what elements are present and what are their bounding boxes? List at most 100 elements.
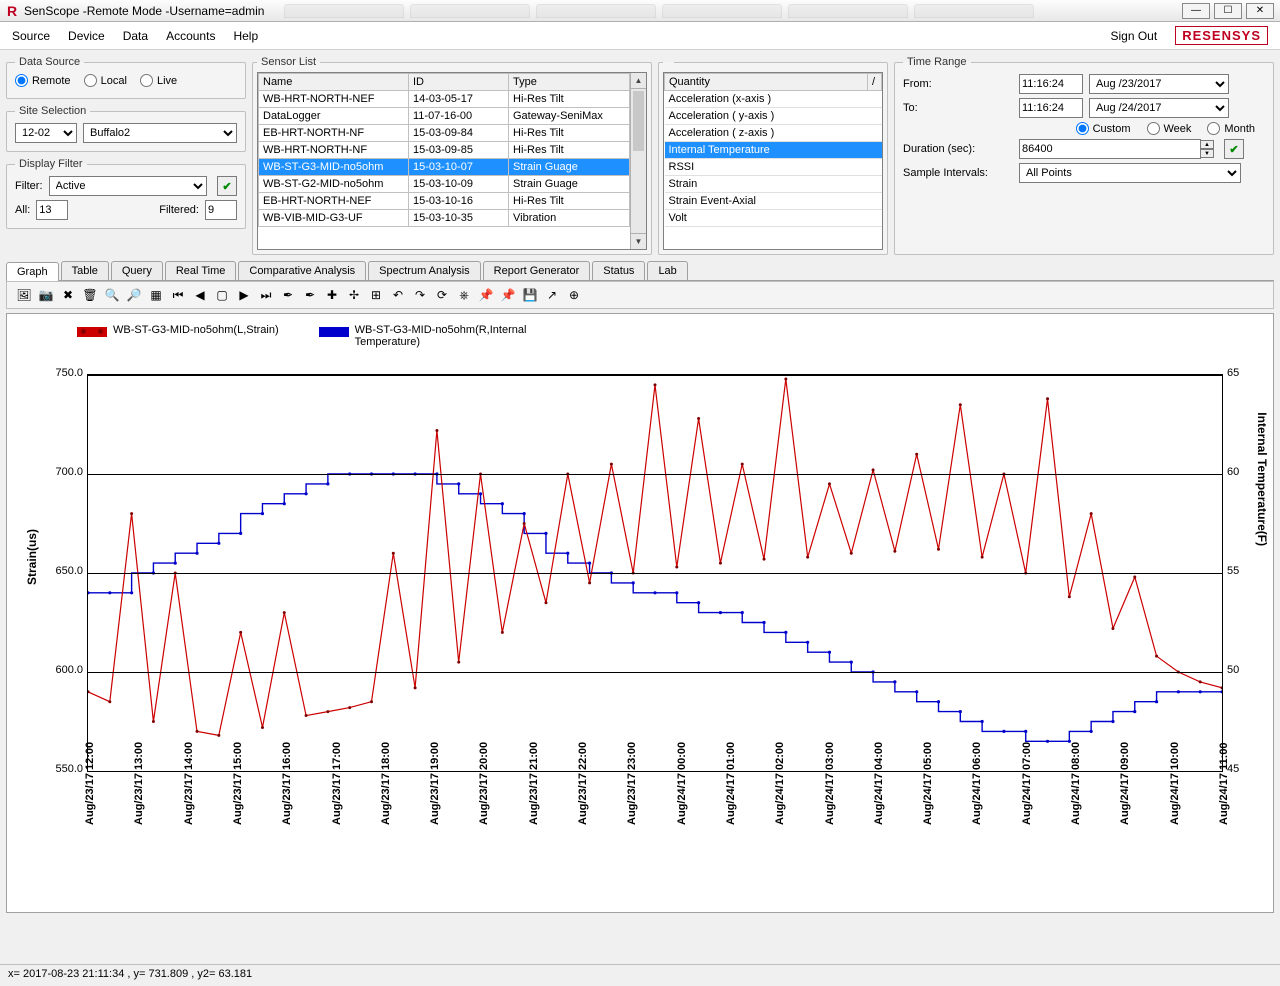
radio-remote[interactable]: Remote [15, 74, 71, 87]
menu-device[interactable]: Device [68, 29, 105, 43]
maximize-button[interactable]: ☐ [1214, 3, 1242, 19]
toolbar-btn-15[interactable]: ✢ [345, 286, 363, 304]
toolbar-btn-0[interactable]: 🖼 [15, 286, 33, 304]
toolbar-btn-6[interactable]: ▦ [147, 286, 165, 304]
toolbar-btn-14[interactable]: ✚ [323, 286, 341, 304]
sensor-grid[interactable]: Name ID Type WB-HRT-NORTH-NEF14-03-05-17… [257, 72, 647, 250]
sensor-row[interactable]: WB-ST-G2-MID-no5ohm15-03-10-09Strain Gua… [259, 176, 630, 193]
radio-week[interactable]: Week [1147, 122, 1192, 135]
sensor-row[interactable]: WB-HRT-NORTH-NF15-03-09-85Hi-Res Tilt [259, 142, 630, 159]
ytick-left: 550.0 [49, 763, 83, 775]
toolbar-btn-5[interactable]: 🔎 [125, 286, 143, 304]
minimize-button[interactable]: — [1182, 3, 1210, 19]
toolbar-btn-8[interactable]: ◀ [191, 286, 209, 304]
menu-data[interactable]: Data [123, 29, 148, 43]
quantity-item[interactable]: Acceleration ( z-axis ) [665, 125, 882, 142]
tab-graph[interactable]: Graph [6, 262, 59, 281]
duration-apply-button[interactable]: ✔ [1224, 139, 1244, 159]
toolbar-btn-12[interactable]: ✒ [279, 286, 297, 304]
toolbar-btn-9[interactable]: ▢ [213, 286, 231, 304]
toolbar-btn-4[interactable]: 🔍 [103, 286, 121, 304]
sensor-row[interactable]: EB-HRT-NORTH-NF15-03-09-84Hi-Res Tilt [259, 125, 630, 142]
toolbar-btn-18[interactable]: ↷ [411, 286, 429, 304]
toolbar-btn-2[interactable]: ✖ [59, 286, 77, 304]
toolbar-btn-3[interactable]: 🗑 [81, 286, 99, 304]
status-bar: x= 2017-08-23 21:11:34 , y= 731.809 , y2… [0, 964, 1280, 986]
sensor-row[interactable]: DataLogger11-07-16-00Gateway-SeniMax [259, 108, 630, 125]
tab-real-time[interactable]: Real Time [165, 261, 237, 280]
all-count-field[interactable] [36, 200, 68, 220]
quantity-group: . Quantity / Acceleration (x-axis )Accel… [658, 56, 888, 255]
sensor-row[interactable]: WB-HRT-NORTH-NEF14-03-05-17Hi-Res Tilt [259, 91, 630, 108]
sign-out-link[interactable]: Sign Out [1110, 29, 1157, 43]
col-name[interactable]: Name [259, 74, 409, 91]
sensor-scrollbar[interactable]: ▲▼ [630, 73, 646, 249]
duration-field[interactable] [1019, 139, 1201, 159]
sensor-row[interactable]: WB-ST-G3-MID-no5ohm15-03-10-07Strain Gua… [259, 159, 630, 176]
tab-status[interactable]: Status [592, 261, 645, 280]
toolbar-btn-1[interactable]: 📷 [37, 286, 55, 304]
site-name-select[interactable]: Buffalo2 [83, 123, 237, 143]
toolbar-btn-19[interactable]: ⟳ [433, 286, 451, 304]
to-label: To: [903, 102, 1013, 114]
tab-table[interactable]: Table [61, 261, 109, 280]
radio-live[interactable]: Live [140, 74, 177, 87]
quantity-item[interactable]: Acceleration ( y-axis ) [665, 108, 882, 125]
toolbar-btn-10[interactable]: ▶ [235, 286, 253, 304]
toolbar-btn-20[interactable]: ⎈ [455, 286, 473, 304]
tab-lab[interactable]: Lab [647, 261, 687, 280]
toolbar-btn-24[interactable]: ↗ [543, 286, 561, 304]
toolbar-btn-23[interactable]: 💾 [521, 286, 539, 304]
filtered-count-field[interactable] [205, 200, 237, 220]
to-date-select[interactable]: Aug /24/2017 [1089, 98, 1229, 118]
radio-month[interactable]: Month [1207, 122, 1255, 135]
radio-local[interactable]: Local [84, 74, 127, 87]
quantity-item[interactable]: Acceleration (x-axis ) [665, 91, 882, 108]
sensor-row[interactable]: WB-VIB-MID-G3-UF15-03-10-35Vibration [259, 210, 630, 227]
legend-swatch-b [319, 327, 349, 337]
menu-source[interactable]: Source [12, 29, 50, 43]
filtered-label: Filtered: [159, 204, 199, 216]
app-icon: R [4, 3, 20, 19]
radio-custom[interactable]: Custom [1076, 122, 1131, 135]
toolbar-btn-17[interactable]: ↶ [389, 286, 407, 304]
toolbar-btn-22[interactable]: 📌 [499, 286, 517, 304]
filter-select[interactable]: Active [49, 176, 208, 196]
toolbar-btn-25[interactable]: ⊕ [565, 286, 583, 304]
filter-apply-button[interactable]: ✔ [217, 176, 237, 196]
close-button[interactable]: ✕ [1246, 3, 1274, 19]
quantity-item[interactable]: Strain Event-Axial [665, 193, 882, 210]
toolbar-btn-7[interactable]: ⏮ [169, 286, 187, 304]
quantity-header[interactable]: Quantity [665, 74, 868, 91]
duration-spinner[interactable]: ▲▼ [1200, 140, 1214, 158]
menu-help[interactable]: Help [233, 29, 258, 43]
tab-report-generator[interactable]: Report Generator [483, 261, 591, 280]
quantity-item[interactable]: Volt [665, 210, 882, 227]
from-time-field[interactable] [1019, 74, 1083, 94]
toolbar-btn-13[interactable]: ✒ [301, 286, 319, 304]
time-range-group: Time Range From: Aug /23/2017 To: Aug /2… [894, 56, 1274, 255]
plot-region[interactable]: Aug/23/17 12:00Aug/23/17 13:00Aug/23/17 … [87, 374, 1223, 772]
title-bar: R SenScope -Remote Mode -Username=admin … [0, 0, 1280, 22]
site-code-select[interactable]: 12-02 [15, 123, 77, 143]
ytick-left: 650.0 [49, 565, 83, 577]
quantity-item[interactable]: Strain [665, 176, 882, 193]
tab-query[interactable]: Query [111, 261, 163, 280]
toolbar-btn-16[interactable]: ⊞ [367, 286, 385, 304]
quantity-item[interactable]: Internal Temperature [665, 142, 882, 159]
toolbar-btn-11[interactable]: ⏭ [257, 286, 275, 304]
to-time-field[interactable] [1019, 98, 1083, 118]
quantity-list[interactable]: Quantity / Acceleration (x-axis )Acceler… [663, 72, 883, 250]
from-date-select[interactable]: Aug /23/2017 [1089, 74, 1229, 94]
tab-spectrum-analysis[interactable]: Spectrum Analysis [368, 261, 480, 280]
col-id[interactable]: ID [409, 74, 509, 91]
toolbar-btn-21[interactable]: 📌 [477, 286, 495, 304]
display-filter-group: Display Filter Filter: Active ✔ All: Fil… [6, 158, 246, 229]
col-type[interactable]: Type [509, 74, 630, 91]
legend-swatch-a [77, 327, 107, 337]
quantity-item[interactable]: RSSI [665, 159, 882, 176]
menu-accounts[interactable]: Accounts [166, 29, 215, 43]
sample-intervals-select[interactable]: All Points [1019, 163, 1241, 183]
tab-comparative-analysis[interactable]: Comparative Analysis [238, 261, 366, 280]
sensor-row[interactable]: EB-HRT-NORTH-NEF15-03-10-16Hi-Res Tilt [259, 193, 630, 210]
